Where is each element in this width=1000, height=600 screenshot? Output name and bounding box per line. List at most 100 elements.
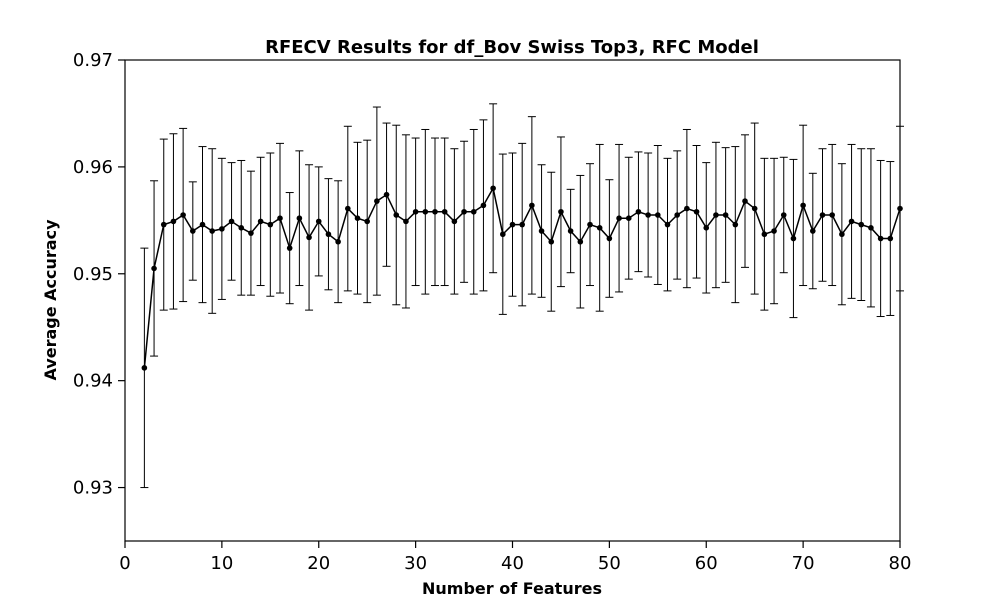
- data-point: [383, 191, 390, 198]
- data-point: [732, 221, 739, 228]
- data-point: [141, 365, 148, 371]
- data-point: [238, 225, 245, 231]
- data-point: [228, 218, 235, 225]
- y-axis-label: Average Accuracy: [41, 219, 60, 381]
- data-point: [858, 221, 865, 228]
- data-point: [151, 265, 157, 272]
- data-point: [616, 215, 622, 221]
- data-point: [887, 235, 894, 242]
- x-tick-label: 60: [695, 553, 718, 574]
- y-axis: 0.93 0.94 0.95 0.96 0.97: [73, 50, 125, 499]
- data-point: [248, 230, 254, 236]
- data-point: [345, 205, 351, 212]
- data-point: [470, 208, 477, 215]
- data-point: [500, 231, 506, 238]
- x-tick-label: 70: [792, 553, 815, 574]
- data-point: [354, 215, 361, 221]
- data-point: [751, 205, 758, 212]
- data-point: [432, 208, 438, 215]
- y-tick-label: 0.93: [73, 478, 113, 499]
- data-point: [655, 212, 661, 218]
- data-point: [219, 226, 225, 232]
- data-point: [819, 212, 826, 218]
- x-tick-label: 50: [598, 553, 621, 574]
- data-point: [451, 218, 458, 225]
- data-point: [674, 212, 680, 218]
- data-point: [810, 228, 816, 234]
- data-point: [625, 215, 632, 221]
- plot-area: [124, 59, 904, 542]
- y-tick-label: 0.96: [73, 157, 113, 178]
- data-point: [480, 202, 487, 209]
- data-point: [296, 215, 303, 221]
- data-point: [800, 202, 806, 209]
- data-point: [548, 238, 555, 245]
- data-point: [664, 221, 671, 228]
- data-point: [257, 218, 264, 225]
- data-point: [703, 225, 710, 231]
- data-point: [199, 221, 206, 228]
- data-point: [393, 212, 400, 218]
- data-point: [277, 215, 283, 221]
- data-point: [209, 228, 215, 234]
- data-point: [286, 245, 293, 251]
- x-tick-label: 10: [210, 553, 233, 574]
- data-point: [587, 221, 593, 228]
- x-tick-label: 20: [307, 553, 330, 574]
- data-point: [567, 228, 574, 234]
- data-point: [761, 231, 768, 238]
- chart-title: RFECV Results for df_Bov Swiss Top3, RFC…: [265, 37, 759, 58]
- data-point: [519, 221, 525, 228]
- x-tick-label: 30: [404, 553, 427, 574]
- data-point: [170, 218, 177, 225]
- data-point: [645, 212, 651, 218]
- data-point: [877, 235, 884, 242]
- x-tick-label: 0: [119, 553, 130, 574]
- data-point: [839, 231, 845, 238]
- x-axis-label: Number of Features: [422, 579, 602, 598]
- x-axis: 0 10 20 30 40 50 60 70 80: [119, 541, 911, 574]
- data-point: [461, 208, 467, 215]
- data-point: [684, 205, 690, 212]
- error-bars: [140, 103, 904, 489]
- data-point: [412, 208, 419, 215]
- data-point: [267, 221, 274, 228]
- data-point: [558, 208, 564, 215]
- data-point: [722, 212, 729, 218]
- data-point: [403, 218, 409, 225]
- y-tick-label: 0.94: [73, 371, 113, 392]
- data-point: [335, 238, 341, 245]
- data-point: [364, 218, 370, 225]
- data-point: [422, 208, 429, 215]
- data-point: [713, 212, 719, 218]
- data-point: [577, 238, 584, 245]
- data-point: [374, 198, 380, 204]
- data-point: [897, 205, 903, 212]
- data-markers: [141, 185, 903, 371]
- data-point: [848, 218, 855, 225]
- data-point: [742, 198, 748, 204]
- data-point: [315, 218, 322, 225]
- data-point: [180, 212, 186, 218]
- plot-frame: [124, 59, 901, 542]
- data-point: [596, 225, 603, 231]
- data-point: [441, 208, 448, 215]
- y-tick-label: 0.95: [73, 264, 113, 285]
- data-point: [190, 228, 196, 234]
- data-point: [325, 231, 332, 238]
- data-point: [306, 234, 312, 241]
- data-point: [868, 225, 874, 231]
- data-point: [509, 221, 516, 228]
- data-point: [606, 235, 613, 242]
- data-point: [490, 185, 496, 192]
- data-point: [780, 212, 787, 218]
- data-point: [538, 228, 545, 234]
- x-tick-label: 40: [501, 553, 524, 574]
- data-point: [771, 228, 777, 234]
- data-point: [160, 221, 167, 228]
- x-tick-label: 80: [889, 553, 912, 574]
- data-point: [693, 208, 700, 215]
- data-point: [829, 212, 835, 218]
- data-point: [635, 208, 642, 215]
